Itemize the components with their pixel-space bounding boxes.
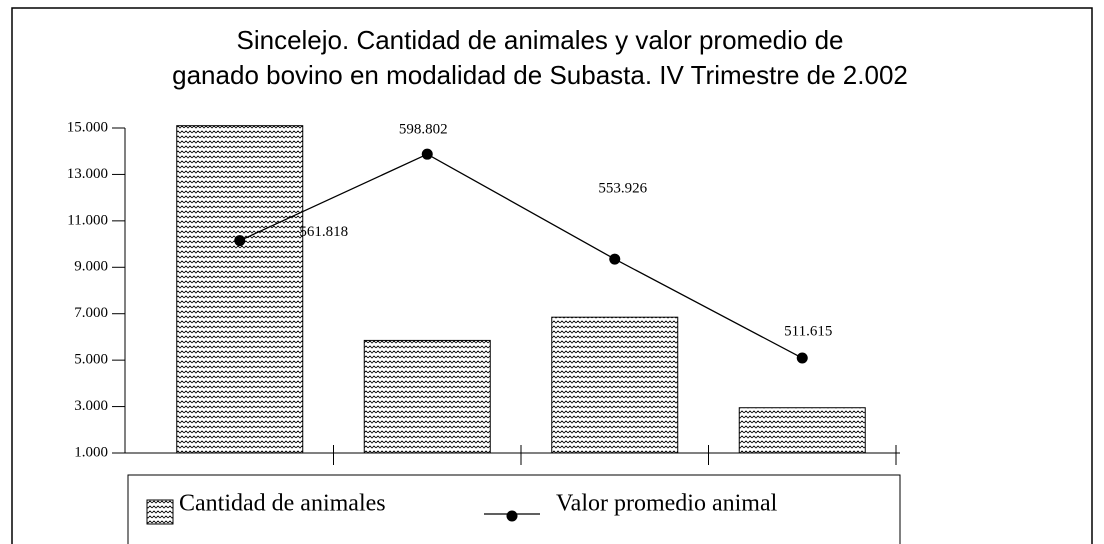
data-label: 553.926 — [598, 181, 647, 197]
y-tick-label: 7.000 — [74, 305, 108, 321]
legend-swatch — [506, 510, 518, 522]
y-tick-label: 9.000 — [74, 259, 108, 275]
chart-title: Sincelejo. Cantidad de animales y valor … — [236, 25, 843, 55]
legend-swatch — [146, 499, 174, 525]
line-point — [609, 253, 621, 265]
data-label: 511.615 — [784, 323, 832, 339]
y-tick-label: 11.000 — [67, 212, 108, 228]
chart-title: ganado bovino en modalidad de Subasta. I… — [172, 60, 908, 90]
data-label: 561.818 — [299, 224, 348, 240]
y-tick-label: 3.000 — [74, 398, 108, 414]
bar — [363, 339, 491, 454]
y-tick-label: 5.000 — [74, 352, 108, 368]
legend-label: Valor promedio animal — [556, 491, 778, 517]
y-tick-label: 15.000 — [67, 119, 108, 135]
bar — [551, 316, 679, 454]
y-tick-label: 13.000 — [67, 166, 108, 182]
bar — [738, 407, 866, 454]
line-point — [234, 235, 246, 247]
y-tick-label: 1.000 — [74, 444, 108, 460]
data-label: 598.802 — [399, 122, 448, 138]
line-point — [421, 148, 433, 160]
bar — [176, 125, 304, 454]
line-point — [796, 352, 808, 364]
line — [239, 153, 803, 359]
legend-label: Cantidad de animales — [179, 491, 386, 517]
legend — [127, 474, 901, 544]
